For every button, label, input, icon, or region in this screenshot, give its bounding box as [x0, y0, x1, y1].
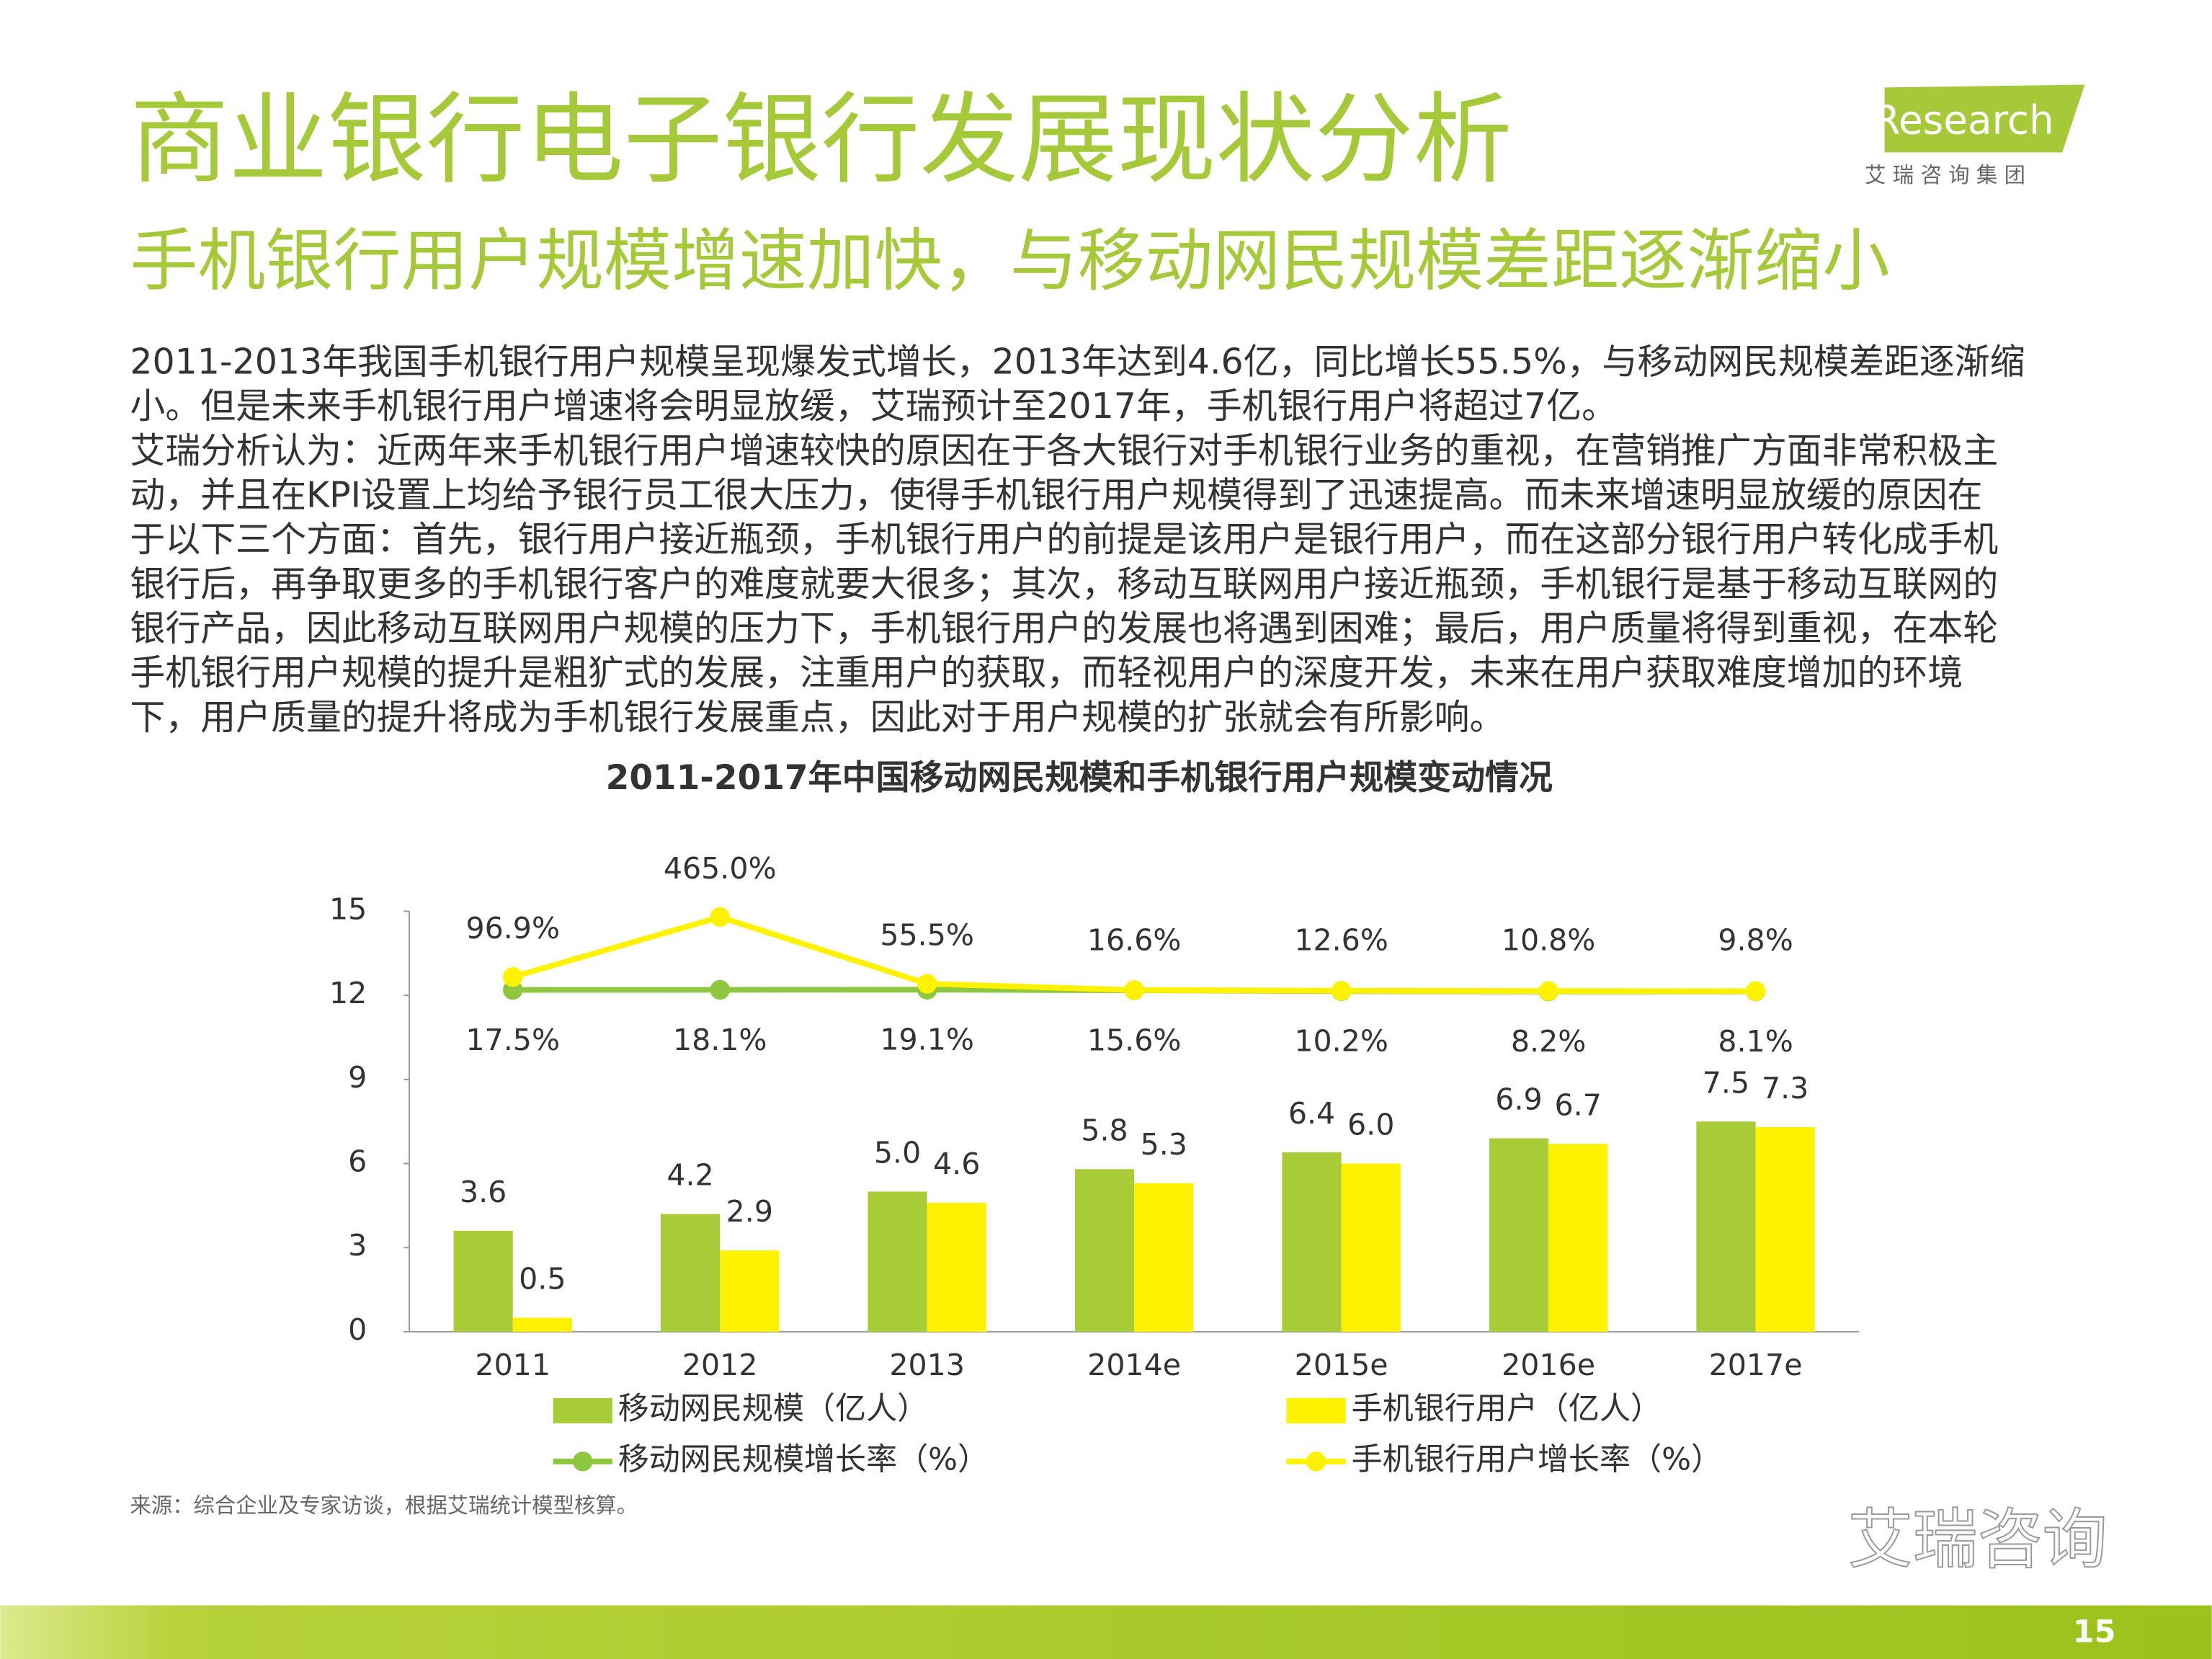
logo-bg	[1884, 84, 2085, 153]
bar-label: 4.2	[666, 1158, 713, 1193]
bar	[660, 1214, 721, 1332]
line-marker	[1331, 981, 1352, 1001]
line-marker	[917, 974, 937, 994]
y-tick-label: 0	[348, 1312, 367, 1347]
body-line: 2011-2013年我国手机银行用户规模呈现爆发式增长，2013年达到4.6亿，…	[130, 342, 2025, 383]
body-line: 手机银行用户规模的提升是粗犷式的发展，注重用户的获取，而轻视用户的深度开发，未来…	[130, 652, 1963, 693]
x-tick-label: 2017e	[1709, 1348, 1803, 1382]
line-label: 17.5%	[465, 1023, 560, 1057]
bar-label: 0.5	[519, 1262, 566, 1296]
bar	[512, 1317, 572, 1332]
body-line: 小。但是未来手机银行用户增速将会明显放缓，艾瑞预计至2017年，手机银行用户将超…	[130, 386, 1617, 427]
x-tick-label: 2013	[889, 1348, 965, 1382]
y-tick-label: 3	[348, 1228, 367, 1263]
y-tick-label: 6	[348, 1144, 367, 1179]
legend-swatch	[553, 1397, 612, 1424]
body-line: 银行产品，因此移动互联网用户规模的压力下，手机银行用户的发展也将遇到困难；最后，…	[130, 608, 1998, 649]
bar	[1548, 1144, 1608, 1332]
line-label: 19.1%	[880, 1023, 974, 1057]
bar-label: 5.3	[1141, 1127, 1187, 1162]
source: 来源：综合企业及专家访谈，根据艾瑞统计模型核算。	[130, 1493, 638, 1518]
line-label: 465.0%	[664, 851, 777, 886]
bar-label: 7.3	[1762, 1071, 1809, 1106]
chart: 0 3 6 9 12 15 2011 2012 2013 2014e 2015e 2016e 2017e…	[329, 851, 1860, 1477]
bar-label: 6.4	[1288, 1096, 1335, 1131]
bar-label: 2.9	[726, 1194, 773, 1229]
legend-label: 移动网民规模（亿人）	[618, 1391, 928, 1427]
line-label: 18.1%	[673, 1023, 767, 1057]
bar	[1074, 1169, 1135, 1332]
body-line: 下，用户质量的提升将成为手机银行发展重点，因此对于用户规模的扩张就会有所影响。	[130, 697, 1504, 738]
line-label: 8.1%	[1718, 1024, 1793, 1059]
line-label: 12.6%	[1294, 923, 1388, 958]
legend-label: 手机银行用户增长率（%）	[1352, 1441, 1722, 1477]
y-tick-label: 12	[329, 976, 367, 1010]
line-label: 10.8%	[1502, 923, 1596, 958]
bar-label: 4.6	[933, 1147, 980, 1181]
line-label: 9.8%	[1718, 923, 1793, 958]
watermark: 艾瑞咨询	[1848, 1502, 2108, 1578]
bar-label: 5.8	[1081, 1113, 1128, 1147]
legend-swatch	[1286, 1397, 1346, 1424]
legend-label: 手机银行用户（亿人）	[1352, 1391, 1662, 1427]
line-marker	[1538, 981, 1558, 1001]
page-number: 15	[2073, 1614, 2116, 1650]
legend-label: 移动网民规模增长率（%）	[618, 1441, 989, 1477]
bar	[927, 1202, 986, 1332]
legend-marker	[1306, 1451, 1326, 1472]
bar	[720, 1250, 780, 1332]
chart-title: 2011-2017年中国移动网民规模和手机银行用户规模变动情况	[606, 758, 1553, 798]
y-tick-label: 15	[329, 892, 367, 927]
x-tick-label: 2012	[682, 1348, 758, 1382]
line-marker	[710, 979, 730, 1000]
line-label: 10.2%	[1294, 1024, 1388, 1059]
x-tick-label: 2011	[475, 1348, 550, 1382]
logo: iResearch	[1862, 97, 2054, 143]
footer-band	[0, 1605, 2212, 1659]
x-tick-label: 2015e	[1295, 1348, 1388, 1382]
x-tick-label: 2014e	[1087, 1348, 1181, 1382]
line-label: 8.2%	[1511, 1024, 1586, 1059]
subtitle: 手机银行用户规模增速加快，与移动网民规模差距逐渐缩小	[130, 222, 1889, 301]
bar	[868, 1191, 927, 1332]
line-marker	[503, 966, 523, 987]
title: 商业银行电子银行发展现状分析	[130, 83, 1512, 197]
bar-label: 5.0	[874, 1136, 921, 1170]
bar	[453, 1230, 513, 1332]
line-label: 15.6%	[1087, 1023, 1182, 1057]
legend-marker	[573, 1451, 593, 1472]
body-text: 2011-2013年我国手机银行用户规模呈现爆发式增长，2013年达到4.6亿，…	[130, 342, 2025, 738]
body-line: 艾瑞分析认为：近两年来手机银行用户增速较快的原因在于各大银行对手机银行业务的重视…	[130, 430, 1998, 471]
bar	[1134, 1183, 1194, 1332]
bar	[1696, 1121, 1756, 1332]
y-tick-label: 9	[348, 1060, 367, 1095]
bar-label: 3.6	[460, 1175, 507, 1209]
line-label: 55.5%	[880, 917, 974, 952]
bar-label: 6.9	[1495, 1082, 1542, 1117]
line-marker	[1745, 981, 1766, 1002]
bar	[1341, 1163, 1401, 1332]
line-label: 96.9%	[465, 911, 560, 946]
bar-label: 7.5	[1703, 1065, 1749, 1100]
bar-label: 6.0	[1347, 1108, 1394, 1142]
line-label: 16.6%	[1087, 923, 1182, 958]
body-line: 动，并且在KPI设置上均给予银行员工很大压力，使得手机银行用户规模得到了迅速提高…	[130, 475, 1982, 516]
bar	[1282, 1152, 1342, 1332]
body-line: 银行后，再争取更多的手机银行客户的难度就要大很多；其次，移动互联网用户接近瓶颈，…	[130, 564, 1998, 605]
bar	[1755, 1126, 1815, 1332]
bar-label: 6.7	[1555, 1088, 1602, 1122]
logo-sub: 艾 瑞 咨 询 集 团	[1865, 163, 2025, 187]
x-tick-label: 2016e	[1502, 1348, 1595, 1382]
body-line: 于以下三个方面：首先，银行用户接近瓶颈，手机银行用户的前提是该用户是银行用户，而…	[130, 519, 1998, 560]
line-marker	[1124, 980, 1144, 1000]
bar	[1489, 1138, 1549, 1332]
line-marker	[710, 907, 730, 928]
